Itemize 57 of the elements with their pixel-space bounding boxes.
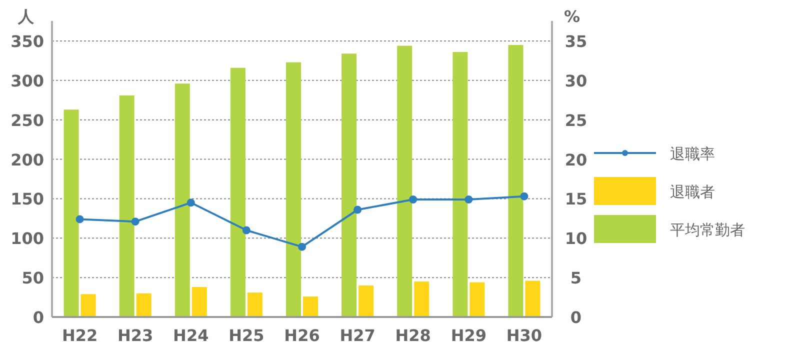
y2-tick-label: 25 [564,110,588,130]
y2-tick-label: 35 [564,32,588,51]
y2-tick-label: 30 [564,71,588,90]
y2-tick-label: 15 [564,190,588,209]
bar [397,46,412,317]
y-tick-label: 300 [10,71,44,90]
bar [80,294,96,317]
point [242,226,250,234]
y2-tick-label: 5 [570,268,582,288]
x-tick-label: H28 [395,326,431,342]
y2-axis-title: % [564,7,580,26]
x-tick-label: H24 [173,326,209,342]
y2-tick-label: 0 [570,308,582,327]
legend-label: 退職率 [670,145,715,163]
x-tick-label: H30 [506,326,542,342]
bar [452,52,468,317]
y-tick-label: 50 [22,268,44,288]
bar [230,68,246,317]
legend-label: 平均常勤者 [670,221,745,239]
x-tick-label: H27 [340,326,376,342]
x-tick-label: H23 [118,326,154,342]
point [520,192,528,200]
y-tick-label: 100 [10,229,44,248]
bar [174,84,190,317]
y-axis-title: 人 [17,7,35,26]
x-tick-label: H22 [62,326,98,342]
point [464,196,473,204]
bar [414,282,430,317]
legend-label: 退職者 [670,183,715,201]
y-tick-label: 250 [10,110,44,130]
bar [342,54,357,317]
point [298,242,306,251]
bar [247,292,262,317]
y2-tick-label: 10 [564,229,588,248]
y-tick-label: 150 [10,190,44,209]
point [409,196,418,204]
x-tick-label: H25 [228,326,264,342]
bar [508,44,524,317]
bar [358,285,374,317]
y-tick-label: 0 [32,308,44,327]
bar [286,62,301,317]
bar [303,296,318,317]
bar [192,287,207,317]
bar [470,282,485,317]
point [354,206,362,214]
y2-tick-label: 20 [564,150,588,170]
y-tick-label: 200 [10,150,44,170]
point [131,218,140,226]
bar [525,280,540,317]
bar [119,95,134,317]
bar [136,293,152,317]
bar [64,110,79,317]
x-tick-label: H29 [450,326,486,342]
point [76,215,84,224]
x-tick-label: H26 [284,326,320,342]
y-tick-label: 350 [10,32,44,51]
point [186,198,195,207]
